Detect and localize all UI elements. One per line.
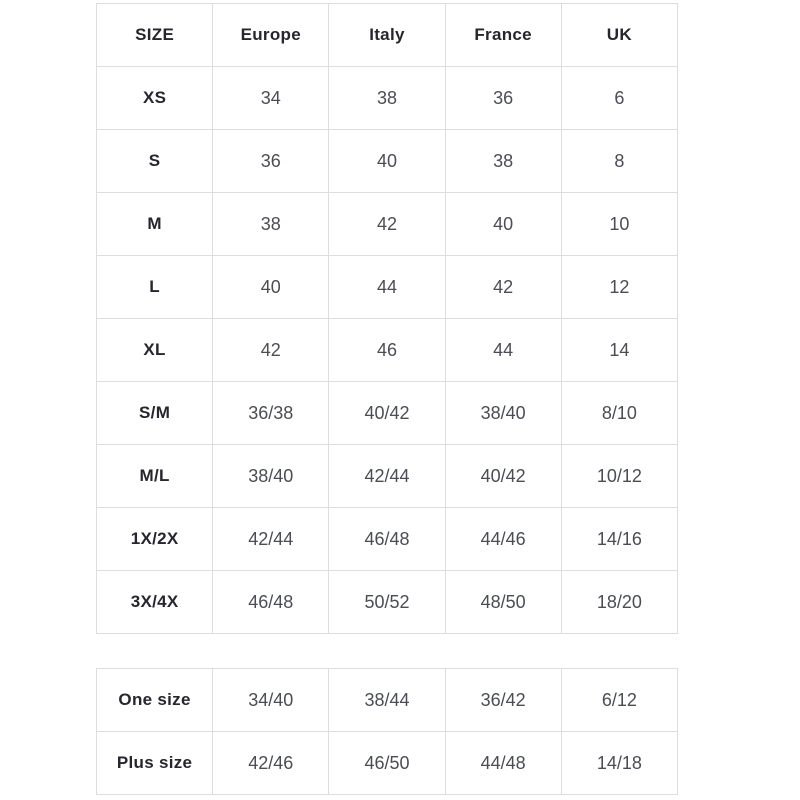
value-cell: 6 xyxy=(560,66,679,130)
value-cell: 8/10 xyxy=(560,381,679,445)
value-cell: 42 xyxy=(444,255,562,319)
row-label-cell: Plus size xyxy=(95,731,214,795)
table-header-row: SIZE Europe Italy France UK xyxy=(95,3,679,67)
row-label-cell: One size xyxy=(95,668,214,732)
table-row: XL 42 46 44 14 xyxy=(95,318,679,382)
value-cell: 38 xyxy=(328,66,446,130)
value-cell: 38 xyxy=(212,192,330,256)
value-cell: 40 xyxy=(444,192,562,256)
value-cell: 42/46 xyxy=(212,731,330,795)
row-label-cell: 1X/2X xyxy=(95,507,214,571)
column-header-france: France xyxy=(444,3,562,67)
value-cell: 34 xyxy=(212,66,330,130)
value-cell: 44 xyxy=(444,318,562,382)
value-cell: 50/52 xyxy=(328,570,446,634)
value-cell: 44/46 xyxy=(444,507,562,571)
row-label-cell: L xyxy=(95,255,214,319)
value-cell: 36/38 xyxy=(212,381,330,445)
size-conversion-table: SIZE Europe Italy France UK XS 34 38 36 6 S 36 40 38 8… xyxy=(95,3,679,634)
value-cell: 36/42 xyxy=(444,668,562,732)
value-cell: 12 xyxy=(560,255,679,319)
row-label-cell: S/M xyxy=(95,381,214,445)
row-label-cell: XL xyxy=(95,318,214,382)
table-row: 1X/2X 42/44 46/48 44/46 14/16 xyxy=(95,507,679,571)
value-cell: 46 xyxy=(328,318,446,382)
table-row: Plus size 42/46 46/50 44/48 14/18 xyxy=(95,731,679,795)
value-cell: 18/20 xyxy=(560,570,679,634)
value-cell: 14/16 xyxy=(560,507,679,571)
value-cell: 42 xyxy=(212,318,330,382)
value-cell: 42/44 xyxy=(212,507,330,571)
value-cell: 38/40 xyxy=(444,381,562,445)
value-cell: 36 xyxy=(444,66,562,130)
value-cell: 44 xyxy=(328,255,446,319)
value-cell: 40 xyxy=(212,255,330,319)
table-row: S/M 36/38 40/42 38/40 8/10 xyxy=(95,381,679,445)
column-header-uk: UK xyxy=(560,3,679,67)
row-label-cell: S xyxy=(95,129,214,193)
value-cell: 46/48 xyxy=(328,507,446,571)
value-cell: 40 xyxy=(328,129,446,193)
table-row: S 36 40 38 8 xyxy=(95,129,679,193)
value-cell: 14/18 xyxy=(560,731,679,795)
row-label-cell: XS xyxy=(95,66,214,130)
table-row: L 40 44 42 12 xyxy=(95,255,679,319)
table-row: M/L 38/40 42/44 40/42 10/12 xyxy=(95,444,679,508)
value-cell: 6/12 xyxy=(560,668,679,732)
table-row: M 38 42 40 10 xyxy=(95,192,679,256)
column-header-italy: Italy xyxy=(328,3,446,67)
table-row: XS 34 38 36 6 xyxy=(95,66,679,130)
column-header-europe: Europe xyxy=(212,3,330,67)
value-cell: 46/48 xyxy=(212,570,330,634)
row-label-cell: 3X/4X xyxy=(95,570,214,634)
value-cell: 38 xyxy=(444,129,562,193)
value-cell: 34/40 xyxy=(212,668,330,732)
value-cell: 42/44 xyxy=(328,444,446,508)
value-cell: 40/42 xyxy=(444,444,562,508)
value-cell: 46/50 xyxy=(328,731,446,795)
value-cell: 10/12 xyxy=(560,444,679,508)
value-cell: 14 xyxy=(560,318,679,382)
row-label-cell: M xyxy=(95,192,214,256)
special-sizes-table: One size 34/40 38/44 36/42 6/12 Plus size 42/4… xyxy=(95,668,679,795)
value-cell: 10 xyxy=(560,192,679,256)
size-conversion-table-body: SIZE Europe Italy France UK XS 34 38 36 6 S 36 40 38 8… xyxy=(95,3,679,634)
value-cell: 8 xyxy=(560,129,679,193)
column-header-size: SIZE xyxy=(95,3,214,67)
value-cell: 38/44 xyxy=(328,668,446,732)
value-cell: 36 xyxy=(212,129,330,193)
value-cell: 48/50 xyxy=(444,570,562,634)
special-sizes-table-body: One size 34/40 38/44 36/42 6/12 Plus size 42/4… xyxy=(95,668,679,795)
value-cell: 40/42 xyxy=(328,381,446,445)
value-cell: 44/48 xyxy=(444,731,562,795)
row-label-cell: M/L xyxy=(95,444,214,508)
table-row: 3X/4X 46/48 50/52 48/50 18/20 xyxy=(95,570,679,634)
value-cell: 42 xyxy=(328,192,446,256)
value-cell: 38/40 xyxy=(212,444,330,508)
table-row: One size 34/40 38/44 36/42 6/12 xyxy=(95,668,679,732)
